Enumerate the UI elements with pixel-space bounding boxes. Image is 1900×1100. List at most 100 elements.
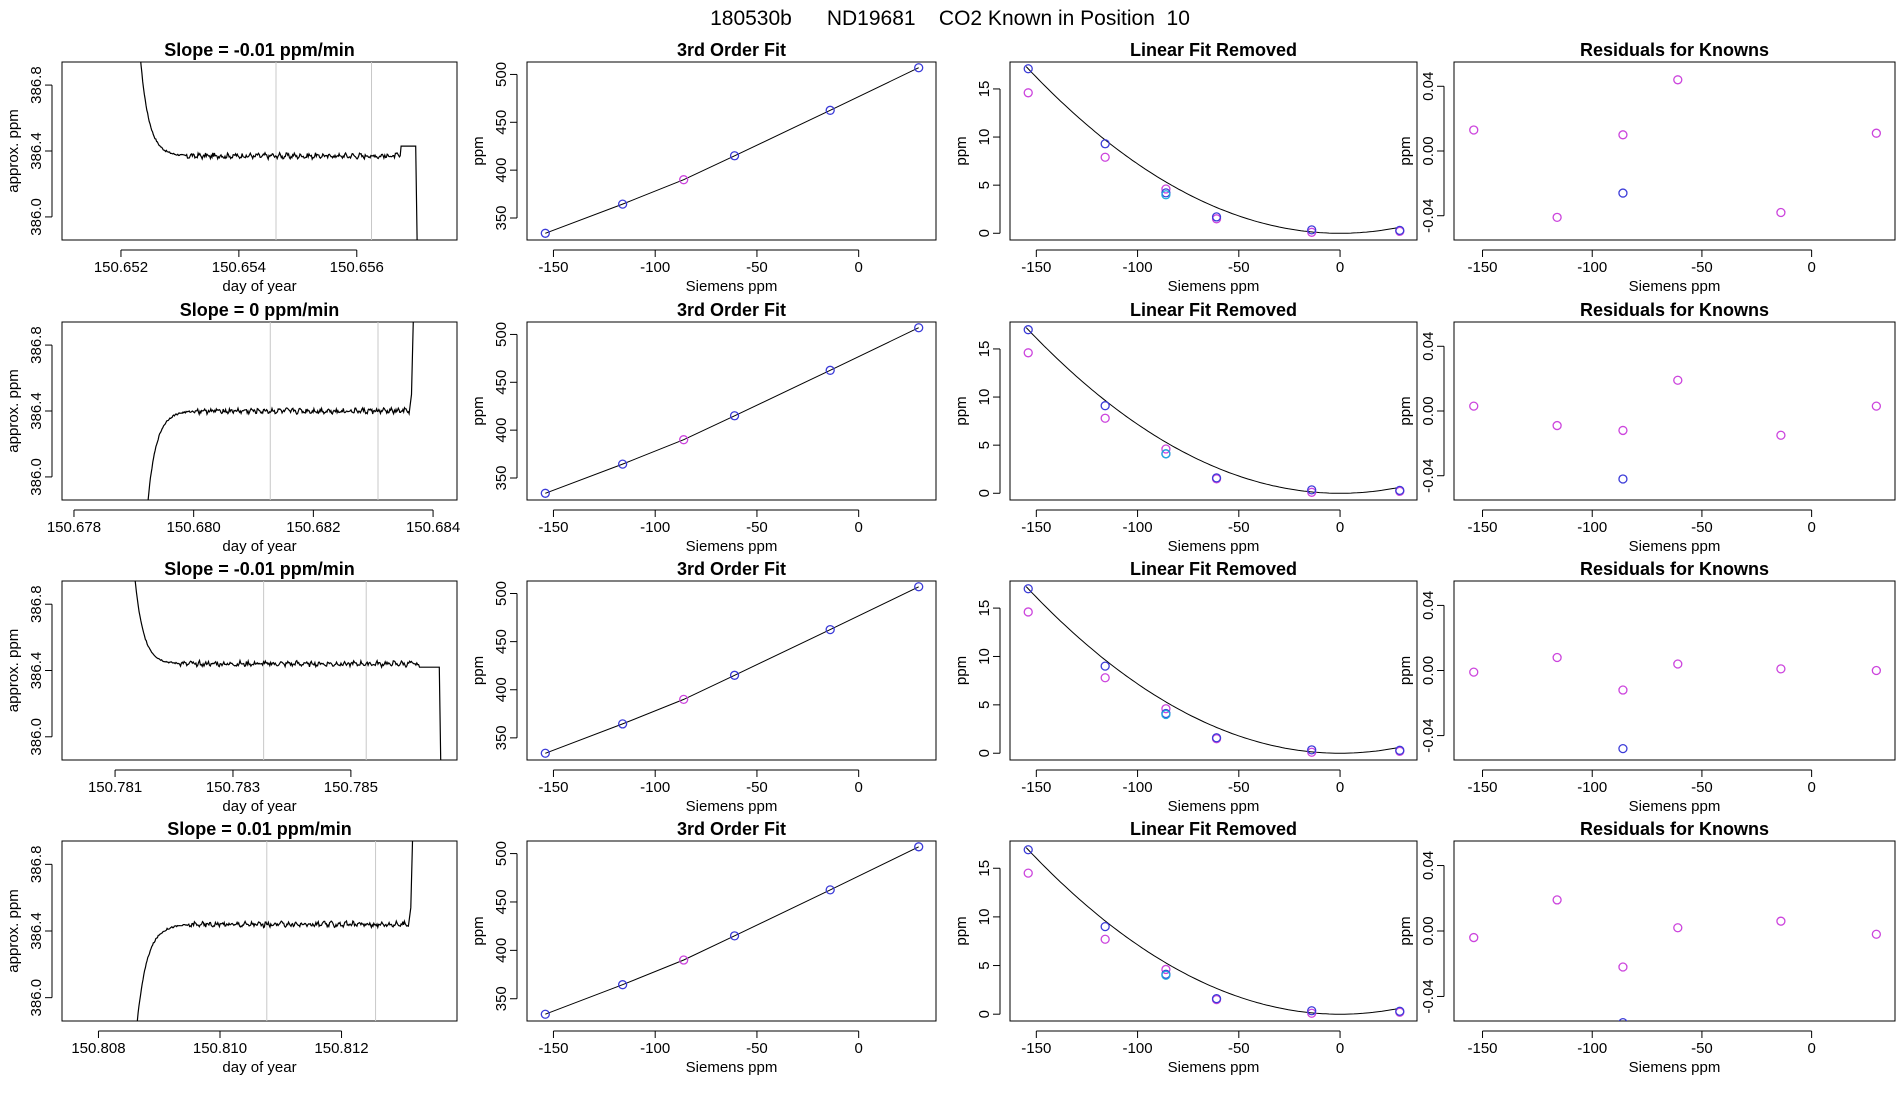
x-tick-label: 150.785 <box>324 779 378 796</box>
x-axis-label: day of year <box>222 278 296 295</box>
data-point-magenta <box>1100 413 1110 423</box>
x-tick-label: -100 <box>1577 1040 1607 1057</box>
y-axis-label: approx. ppm <box>5 629 22 712</box>
residual-point-magenta <box>1469 125 1479 135</box>
data-point-magenta <box>1023 88 1033 98</box>
plot-frame <box>61 580 458 761</box>
x-axis-label: Siemens ppm <box>1629 278 1721 295</box>
y-axis-label: ppm <box>953 396 970 425</box>
x-tick-label: 150.680 <box>167 519 221 536</box>
data-point-magenta <box>1023 607 1033 617</box>
data-point-blue <box>825 885 835 895</box>
residual-point-magenta <box>1618 425 1628 436</box>
x-axis-label: day of year <box>222 1059 296 1076</box>
x-tick-label: 150.652 <box>94 259 148 276</box>
data-point-magenta <box>679 694 689 705</box>
ppm-trace-line <box>134 581 442 760</box>
y-axis-label: ppm <box>470 136 487 165</box>
x-tick-label: -150 <box>1468 519 1498 536</box>
plot-area <box>540 582 924 758</box>
data-point-blue <box>1395 1006 1405 1016</box>
y-tick-label: 386.4 <box>28 912 45 950</box>
data-point-blue <box>914 842 924 852</box>
data-point-magenta <box>1100 673 1110 683</box>
y-tick-label: 10 <box>976 648 993 665</box>
data-point-blue <box>1023 845 1033 855</box>
plot-area <box>1023 845 1405 1018</box>
data-point-magenta <box>1100 152 1110 162</box>
y-tick-label: 350 <box>493 725 510 750</box>
cubic-fit-line <box>545 67 919 234</box>
chart-panel-r4-c3: Linear Fit Removed -150 -100 -50 0 Siemens pp… <box>953 819 1418 1076</box>
y-tick-label: 0.00 <box>1420 396 1437 425</box>
chart-panel-r3-c2: 3rd Order Fit -150 -100 -50 0 Siemens ppm 350 4… <box>470 559 937 815</box>
chart-title: Linear Fit Removed <box>1130 40 1297 60</box>
chart-panel-r2-c4: Residuals for Knowns -150 -100 -50 0 Siemens … <box>1397 300 1896 555</box>
data-point-blue <box>540 488 550 498</box>
x-tick-label: 0 <box>1807 259 1815 276</box>
y-tick-label: 5 <box>976 181 993 189</box>
residual-point-magenta <box>1552 895 1562 905</box>
x-tick-label: 150.812 <box>314 1040 368 1057</box>
x-tick-label: -100 <box>1123 1040 1153 1057</box>
chart-panel-r4-c4: Residuals for Knowns -150 -100 -50 0 Siemens … <box>1397 819 1896 1076</box>
x-tick-label: 0 <box>1807 779 1815 796</box>
plot-area <box>1469 895 1882 1021</box>
y-axis-label: ppm <box>1397 916 1414 945</box>
residual-point-magenta <box>1776 207 1786 218</box>
data-point-blue <box>914 323 924 333</box>
data-point-blue <box>1395 225 1405 236</box>
data-point-cyan <box>1161 970 1171 980</box>
y-tick-label: 5 <box>976 441 993 449</box>
x-tick-label: 0 <box>1807 519 1815 536</box>
y-tick-label: 15 <box>976 600 993 617</box>
panel-grid: Slope = -0.01 ppm/min 150.652 150.654 150.6… <box>5 40 1896 1076</box>
x-tick-label: -100 <box>640 259 670 276</box>
x-tick-label: 0 <box>855 259 863 276</box>
plot-area <box>136 841 414 1021</box>
y-axis-label: ppm <box>470 396 487 425</box>
plot-frame <box>61 61 458 241</box>
y-tick-label: 386.0 <box>28 458 45 496</box>
plot-frame <box>1009 321 1418 501</box>
data-point-blue <box>729 411 740 421</box>
residual-point-magenta <box>1871 128 1882 138</box>
residual-point-magenta <box>1552 420 1562 431</box>
plot-area <box>540 842 924 1019</box>
plot-frame <box>1453 321 1896 501</box>
chart-title: Slope = 0.01 ppm/min <box>167 819 352 839</box>
y-tick-label: 0 <box>976 1010 993 1018</box>
data-point-blue <box>1211 733 1222 743</box>
x-tick-label: 0 <box>1807 1040 1815 1057</box>
y-axis-label: ppm <box>1397 396 1414 425</box>
quadratic-fit-curve <box>1025 847 1401 1015</box>
data-point-magenta <box>1161 704 1171 714</box>
residual-point-magenta <box>1871 401 1882 411</box>
data-point-blue <box>1395 745 1405 755</box>
x-tick-label: -150 <box>1021 779 1051 796</box>
data-point-blue <box>1100 661 1110 671</box>
data-point-magenta <box>1307 1008 1317 1018</box>
x-axis-label: Siemens ppm <box>1629 798 1721 815</box>
plot-frame <box>61 840 458 1022</box>
y-tick-label: 10 <box>976 909 993 926</box>
x-tick-label: -100 <box>1577 519 1607 536</box>
y-tick-label: 500 <box>493 322 510 347</box>
plot-area <box>1023 64 1405 237</box>
residual-point-magenta <box>1673 75 1683 85</box>
chart-panel-r2-c3: Linear Fit Removed -150 -100 -50 0 Siemens pp… <box>953 300 1418 555</box>
chart-panel-r3-c4: Residuals for Knowns -150 -100 -50 0 Siemens … <box>1397 559 1896 815</box>
page-title: 180530b ND19681 CO2 Known in Position 10 <box>710 7 1190 30</box>
data-point-blue <box>617 719 628 729</box>
chart-title: 3rd Order Fit <box>677 559 786 579</box>
residual-point-magenta <box>1871 929 1882 939</box>
data-point-blue <box>1211 212 1222 222</box>
x-tick-label: 150.654 <box>212 259 266 276</box>
ppm-trace-line <box>140 62 418 240</box>
x-tick-label: -150 <box>1468 779 1498 796</box>
residual-point-magenta <box>1776 664 1786 674</box>
y-tick-label: -0.04 <box>1420 459 1437 493</box>
data-point-blue <box>1307 745 1317 755</box>
residual-point-magenta <box>1673 659 1683 669</box>
